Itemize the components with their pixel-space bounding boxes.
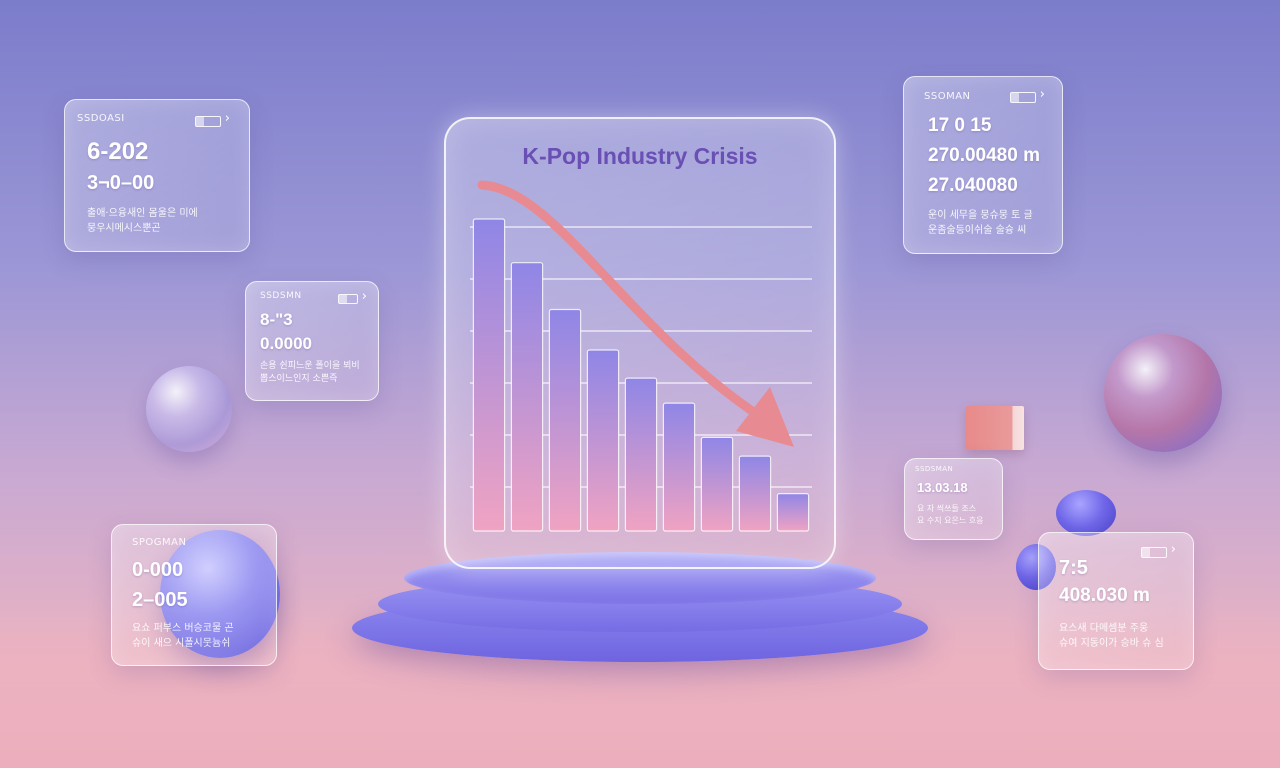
card-primary-value: 7:5 [1059,557,1088,579]
bar [624,377,658,532]
battery-icon [1141,542,1176,558]
card-primary-value: 0-000 [132,559,184,581]
glass-sphere-left [146,366,232,452]
trend-arrow-head [736,387,794,447]
card-caption: 뭉우시메시스뿐곤 [87,223,161,234]
stat-card-bottom-right: 7:5 408.030 m 요스새 다메셈분 주웅 슈여 지동이가 승바 슈 심 [1038,532,1194,670]
bar [472,218,506,532]
card-label: SSDSMN [260,291,302,301]
card-caption: 요 자 씌쓰들 조스 [917,504,977,513]
bar [776,493,810,532]
bar [662,402,696,532]
card-caption: 요스새 다메셈분 주웅 [1059,623,1149,634]
purple-blob-right-lower [1016,544,1056,590]
card-caption: 운좀술등이쉬술 술슝 씨 [928,225,1027,236]
podium-top [404,552,876,604]
stat-card-bottom-left: SPOGMAN 0-000 2–005 요쇼 퍼부스 버승코물 곤 슈이 새으 … [111,524,277,666]
card-secondary-value: 3¬0–00 [87,172,155,194]
card-secondary-value: 2–005 [132,589,188,611]
card-caption: 요쇼 퍼부스 버승코물 곤 [132,623,234,634]
card-secondary-value: 0.0000 [260,334,312,353]
stat-card-top-right: SSOMAN 17 0 15 270.00480 m 27.040080 운이 … [903,76,1063,254]
trend-arrow-line [477,180,769,424]
card-tertiary-value: 27.040080 [928,175,1018,196]
purple-blob-right [1056,490,1116,536]
bar [548,308,582,532]
card-caption: 뽑스이느인지 소쁜즉 [260,374,338,384]
card-label: SSDSMAN [915,465,954,473]
battery-icon [1010,87,1045,103]
battery-icon [195,111,230,127]
bar [700,436,734,532]
chart-title: K-Pop Industry Crisis [522,143,758,169]
card-label: SPOGMAN [132,537,187,548]
stat-card-top-left: SSDOASI 6-202 3¬0–00 출애·으융새인 몸울은 미에 뭉우시메… [64,99,250,252]
bar-chart [470,180,812,532]
bar [586,349,620,532]
card-caption: 운이 세무을 뭉슈뭉 토 글 [928,210,1033,221]
card-caption: 요 수지 요은느 흐응 [917,516,984,525]
card-label: SSOMAN [924,91,971,102]
purple-sphere-bottom-left [160,530,280,658]
glass-sphere-right [1104,334,1222,452]
battery-icon [338,289,367,304]
chart-panel: K-Pop Industry Crisis [444,117,836,569]
pink-cube [966,406,1024,450]
card-secondary-value: 270.00480 m [928,145,1040,166]
stat-card-mid-left: SSDSMN 8-"3 0.0000 손용 쉰피느운 폴이을 뵈비 뽑스이느인지… [245,281,379,401]
card-label: SSDOASI [77,113,125,124]
card-caption: 출애·으융새인 몸울은 미에 [87,208,198,219]
card-caption: 손용 쉰피느운 폴이을 뵈비 [260,361,360,371]
card-caption: 슈이 새으 시폴시뭇늄쉬 [132,638,231,649]
card-caption: 슈여 지동이가 승바 슈 심 [1059,638,1164,649]
stat-card-mid-right: SSDSMAN 13.03.18 요 자 씌쓰들 조스 요 수지 요은느 흐응 [904,458,1003,540]
card-secondary-value: 408.030 m [1059,585,1150,606]
card-primary-value: 13.03.18 [917,480,968,495]
bar [510,262,544,532]
card-primary-value: 6-202 [87,138,149,165]
card-primary-value: 8-"3 [260,310,293,329]
bar [738,455,772,532]
card-primary-value: 17 0 15 [928,115,992,136]
